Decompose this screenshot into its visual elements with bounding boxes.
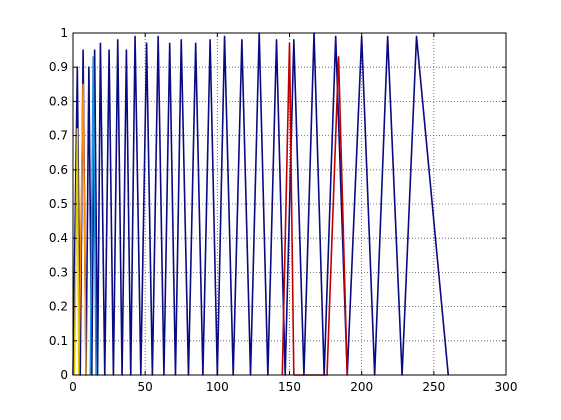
y-tick-label: 0.5 (49, 197, 68, 211)
x-tick-label: 250 (422, 380, 445, 394)
x-tick-label: 150 (278, 380, 301, 394)
y-tick-label: 0 (60, 368, 68, 382)
y-tick-label: 0.4 (49, 231, 68, 245)
x-tick-label: 0 (69, 380, 77, 394)
x-tick-label: 200 (350, 380, 373, 394)
tick-label-layer: 0 50 100 150 200 250 300 0 0.1 0.2 0.3 0.4 0.5 0.6 0.7… (49, 26, 518, 394)
y-tick-label: 0.7 (49, 129, 68, 143)
y-tick-label: 0.6 (49, 163, 68, 177)
y-tick-label: 0.3 (49, 265, 68, 279)
axis-layer (72, 32, 507, 376)
y-tick-label: 0.1 (49, 334, 68, 348)
x-tick-label: 50 (138, 380, 153, 394)
y-tick-label: 0.2 (49, 300, 68, 314)
y-tick-label: 0.8 (49, 94, 68, 108)
x-tick-label: 300 (495, 380, 518, 394)
x-tick-label: 100 (206, 380, 229, 394)
y-tick-label: 1 (60, 26, 68, 40)
y-tick-label: 0.9 (49, 60, 68, 74)
